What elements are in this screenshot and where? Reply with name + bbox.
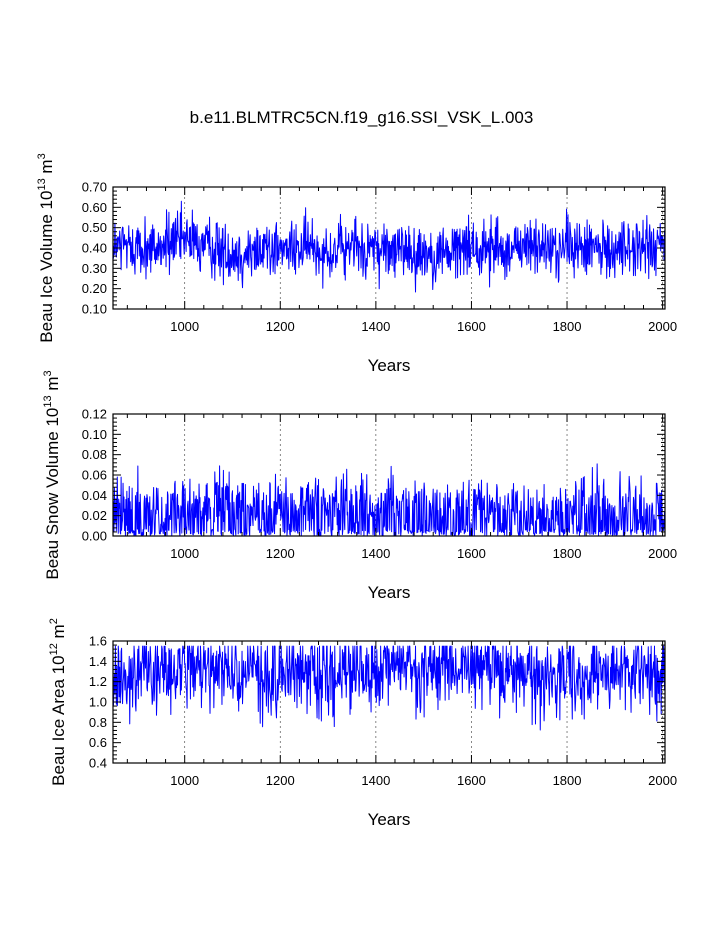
ice-volume-xtick-label: 1800 bbox=[553, 319, 582, 334]
ice-volume-ytick-label: 0.10 bbox=[82, 302, 107, 317]
ylabel-superscript: 12 bbox=[48, 643, 60, 655]
snow-volume-ylabel: Beau Snow Volume 1013 m3 bbox=[42, 370, 62, 579]
ice-area-ytick-label: 0.6 bbox=[89, 735, 107, 750]
ice-area-xlabel: Years bbox=[368, 810, 411, 829]
ice-volume-ytick-label: 0.20 bbox=[82, 281, 107, 296]
snow-volume-xtick-label: 1200 bbox=[266, 546, 295, 561]
ice-volume-ytick-label: 0.30 bbox=[82, 261, 107, 276]
ice-area-ytick-label: 0.4 bbox=[89, 756, 107, 771]
snow-volume-ytick-label: 0.04 bbox=[82, 488, 107, 503]
ylabel-part: m bbox=[37, 159, 56, 178]
snow-volume-ytick-label: 0.02 bbox=[82, 508, 107, 523]
ice-area-ytick-label: 1.6 bbox=[89, 634, 107, 649]
snow-volume-xtick-label: 1400 bbox=[361, 546, 390, 561]
ice-volume-panel: 1000 1200 1400 1600 1800 2000 Years 0.10 0.20 0.3… bbox=[36, 153, 677, 375]
ice-area-xtick-label: 1600 bbox=[457, 773, 486, 788]
snow-volume-ytick-label: 0.12 bbox=[82, 407, 107, 422]
ice-area-xtick-label: 2000 bbox=[648, 773, 677, 788]
ylabel-part: m bbox=[43, 376, 62, 395]
ice-area-xtick-label: 1200 bbox=[266, 773, 295, 788]
snow-volume-ytick-label: 0.00 bbox=[82, 529, 107, 544]
ylabel-part: Beau Snow Volume 10 bbox=[43, 408, 62, 580]
ice-volume-xtick-label: 1600 bbox=[457, 319, 486, 334]
ylabel-part: Beau Ice Volume 10 bbox=[37, 191, 56, 343]
snow-volume-xtick-label: 1800 bbox=[553, 546, 582, 561]
ice-volume-ytick-label: 0.50 bbox=[82, 220, 107, 235]
ice-area-xtick-label: 1000 bbox=[170, 773, 199, 788]
figure-title: b.e11.BLMTRC5CN.f19_g16.SSI_VSK_L.003 bbox=[189, 108, 534, 127]
ice-volume-ylabel: Beau Ice Volume 1013 m3 bbox=[36, 153, 56, 342]
ylabel-superscript: 3 bbox=[36, 153, 48, 159]
ice-area-ytick-label: 0.8 bbox=[89, 715, 107, 730]
ice-area-ytick-label: 1.0 bbox=[89, 695, 107, 710]
snow-volume-xtick-label: 2000 bbox=[648, 546, 677, 561]
snow-volume-panel: 1000 1200 1400 1600 1800 2000 Years 0.00 0.02 0.0… bbox=[42, 370, 677, 602]
ice-volume-ytick-label: 0.60 bbox=[82, 200, 107, 215]
ice-volume-xlabel: Years bbox=[368, 356, 411, 375]
ice-volume-xtick-label: 1200 bbox=[266, 319, 295, 334]
ylabel-superscript: 13 bbox=[42, 395, 54, 407]
ice-area-ytick-label: 1.4 bbox=[89, 654, 107, 669]
ylabel-superscript: 3 bbox=[42, 370, 54, 376]
snow-volume-ytick-label: 0.10 bbox=[82, 427, 107, 442]
ice-area-series-line bbox=[112, 645, 666, 731]
ice-area-ylabel: Beau Ice Area 1012 m2 bbox=[48, 618, 68, 786]
ice-volume-xtick-label: 1400 bbox=[361, 319, 390, 334]
ice-area-xtick-label: 1800 bbox=[553, 773, 582, 788]
snow-volume-xlabel: Years bbox=[368, 583, 411, 602]
ice-volume-ytick-label: 0.70 bbox=[82, 180, 107, 195]
snow-volume-series-line bbox=[112, 463, 666, 537]
snow-volume-ytick-label: 0.06 bbox=[82, 468, 107, 483]
snow-volume-xtick-label: 1600 bbox=[457, 546, 486, 561]
ice-volume-ytick-label: 0.40 bbox=[82, 241, 107, 256]
ylabel-superscript: 13 bbox=[36, 178, 48, 190]
ice-area-panel: 1000 1200 1400 1600 1800 2000 Years 0.4 0.6 0.8 1.… bbox=[48, 618, 677, 829]
snow-volume-xtick-label: 1000 bbox=[170, 546, 199, 561]
ice-area-xtick-label: 1400 bbox=[361, 773, 390, 788]
ice-volume-xtick-label: 1000 bbox=[170, 319, 199, 334]
snow-volume-ytick-label: 0.08 bbox=[82, 447, 107, 462]
ice-volume-xtick-label: 2000 bbox=[648, 319, 677, 334]
ylabel-superscript: 2 bbox=[48, 618, 60, 624]
ice-area-ytick-label: 1.2 bbox=[89, 674, 107, 689]
ice-volume-series-line bbox=[112, 200, 666, 293]
ylabel-part: m bbox=[49, 624, 68, 643]
ylabel-part: Beau Ice Area 10 bbox=[49, 655, 68, 785]
